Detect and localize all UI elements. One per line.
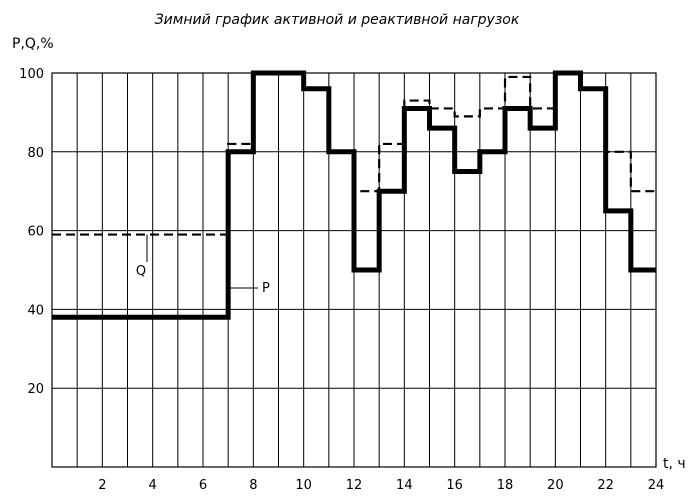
p-series-label: P <box>262 281 270 296</box>
x-tick-label: 20 <box>547 478 564 493</box>
series-lines <box>52 70 656 320</box>
x-tick-label: 2 <box>98 478 106 493</box>
x-tick-label: 16 <box>446 478 463 493</box>
x-tick-label: 8 <box>249 478 257 493</box>
series-labels: QP <box>136 234 270 296</box>
x-tick-label: 24 <box>648 478 665 493</box>
y-tick-label: 60 <box>27 225 44 240</box>
x-tick-label: 14 <box>396 478 413 493</box>
x-tick-label: 4 <box>149 478 157 493</box>
y-tick-label: 100 <box>19 67 44 82</box>
x-tick-label: 22 <box>597 478 614 493</box>
x-axis-label: t, ч <box>663 456 686 472</box>
x-tick-label: 10 <box>295 478 312 493</box>
chart-title: Зимний график активной и реактивной нагр… <box>155 12 520 28</box>
y-axis-label: P,Q,% <box>12 36 54 52</box>
q-series-label: Q <box>136 264 146 279</box>
series-line-p <box>52 70 656 320</box>
x-tick-label: 6 <box>199 478 207 493</box>
y-tick-label: 80 <box>27 146 44 161</box>
y-tick-label: 20 <box>27 382 44 397</box>
y-tick-label: 40 <box>27 303 44 318</box>
x-tick-label: 18 <box>497 478 514 493</box>
x-tick-label: 12 <box>346 478 363 493</box>
